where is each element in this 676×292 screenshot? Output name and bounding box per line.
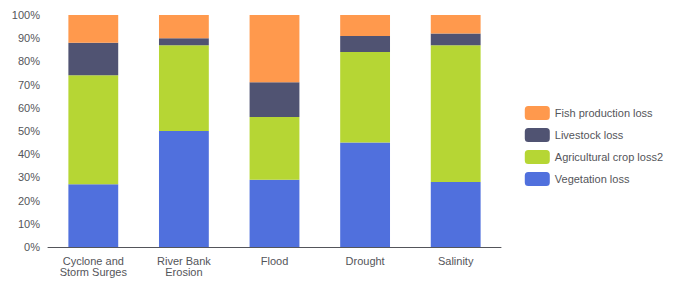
svg-text:40%: 40% bbox=[18, 148, 40, 160]
svg-text:Cyclone and: Cyclone and bbox=[62, 254, 124, 267]
svg-text:Fish production loss: Fish production loss bbox=[555, 107, 653, 119]
svg-text:River Bank: River Bank bbox=[157, 254, 211, 267]
svg-text:Erosion: Erosion bbox=[165, 266, 202, 278]
svg-text:Livestock loss: Livestock loss bbox=[555, 129, 624, 141]
svg-text:90%: 90% bbox=[18, 32, 40, 44]
svg-text:Flood: Flood bbox=[261, 255, 289, 267]
svg-text:Vegetation loss: Vegetation loss bbox=[555, 173, 630, 185]
svg-text:0%: 0% bbox=[24, 241, 40, 253]
svg-text:Salinity: Salinity bbox=[438, 255, 474, 267]
svg-text:20%: 20% bbox=[18, 195, 40, 207]
svg-text:30%: 30% bbox=[18, 171, 40, 183]
svg-text:100%: 100% bbox=[12, 9, 40, 21]
svg-text:60%: 60% bbox=[18, 102, 40, 114]
svg-text:80%: 80% bbox=[18, 55, 40, 67]
svg-text:Storm Surges: Storm Surges bbox=[60, 266, 128, 278]
svg-text:50%: 50% bbox=[18, 125, 40, 137]
svg-text:Agricultural crop loss2: Agricultural crop loss2 bbox=[555, 151, 663, 163]
svg-text:70%: 70% bbox=[18, 79, 40, 91]
svg-text:10%: 10% bbox=[18, 218, 40, 230]
svg-text:Drought: Drought bbox=[346, 255, 385, 267]
